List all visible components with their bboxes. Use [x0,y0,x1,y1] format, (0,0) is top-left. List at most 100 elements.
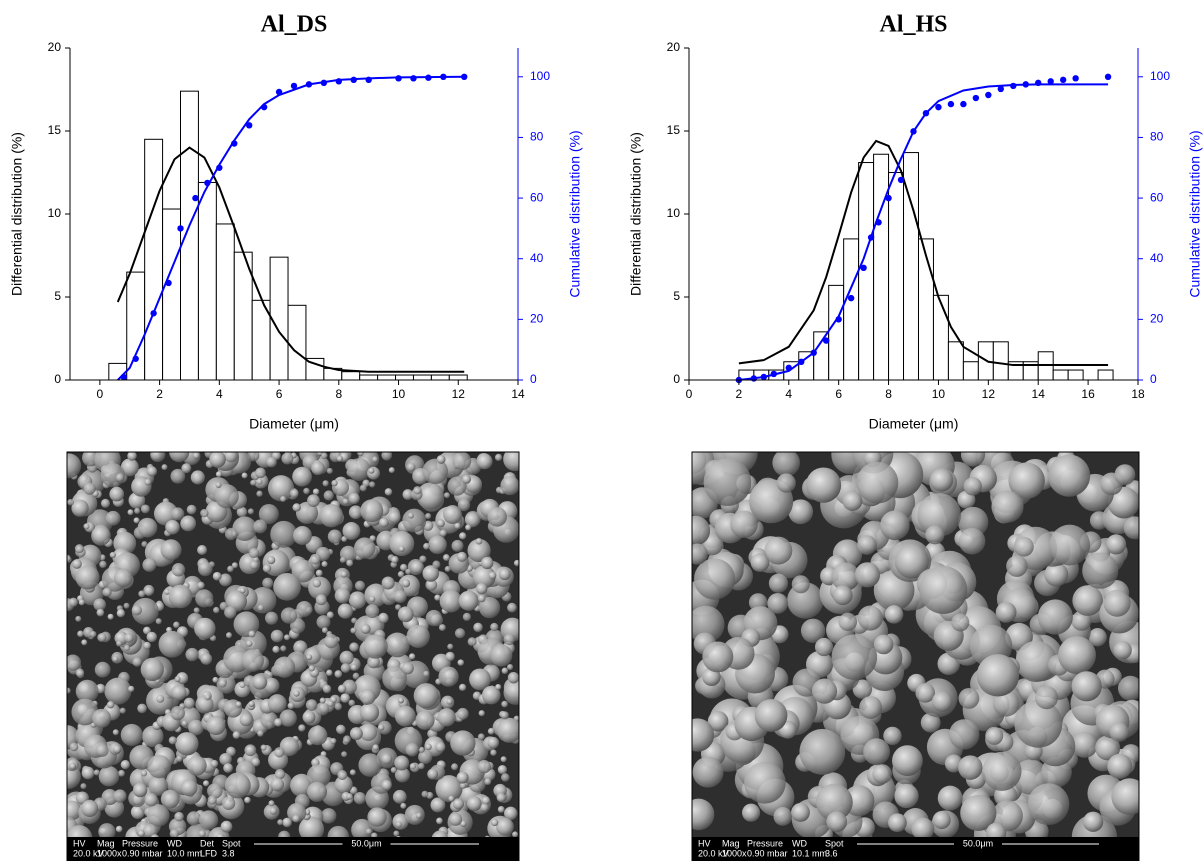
particle [888,813,907,833]
chart: Al_DS Diameter (μm) Differential distribut… [9,12,583,432]
histogram-bar [798,351,815,381]
particle [392,789,407,804]
histogram-bar [992,341,1009,381]
y2-tick-label: 0 [530,372,537,386]
particle [270,629,284,643]
particle [481,685,501,705]
histogram-bar [873,153,890,381]
particle [401,579,411,588]
particle [750,553,770,572]
particle [372,456,379,463]
particle [503,452,519,472]
particle [115,825,123,833]
particle [165,519,180,535]
particle [409,762,417,770]
particle [68,597,79,607]
particle [496,817,514,836]
fit-line [116,146,465,373]
chart-title: Al_HS [879,12,947,38]
particle [400,802,407,809]
particle [413,683,439,709]
particle [327,529,342,544]
particle [221,796,236,810]
particle [190,470,205,485]
histogram-bar [377,374,397,381]
particle [274,768,286,780]
particle [838,612,858,632]
particle [186,504,197,515]
particle [348,505,363,520]
particle [321,452,328,459]
particle [198,830,206,838]
particle [203,780,210,787]
y2-tick-label: 40 [1150,251,1164,265]
particle [95,744,109,757]
particle [768,573,789,593]
x-tick-label: 0 [97,387,104,401]
particle [303,647,322,665]
x-tick-label: 10 [932,387,946,401]
particle [365,604,380,619]
particle [742,803,761,822]
particle [352,672,360,680]
particle [200,509,209,518]
particle [857,535,877,555]
particle [75,668,85,678]
particle [451,539,464,552]
particle [303,487,310,495]
info-setting: 10.1 mm [792,848,827,858]
particle [477,760,491,774]
particle [407,512,414,519]
particle [1109,722,1129,742]
particle [244,744,257,757]
particle [378,612,389,624]
particle [339,556,346,564]
particle [348,591,367,609]
particle [501,700,508,708]
particle [143,584,155,596]
particle [388,510,401,524]
particle [340,570,348,578]
info-field: Spot [825,838,844,848]
particle [349,769,356,776]
particle [436,817,443,825]
particle [340,663,351,673]
particle [252,674,268,690]
particle [490,644,513,667]
particle [1082,552,1119,589]
particle [109,551,116,559]
particle [93,598,107,611]
particle [280,607,298,624]
fit-line [738,139,1109,367]
y-tick-label: 20 [48,40,62,54]
info-setting: 3.6 [825,848,838,858]
particle [427,768,439,780]
particle [102,587,112,597]
particle [171,507,185,521]
particle [315,569,323,577]
particle [480,803,489,812]
particle [883,726,902,746]
particle [465,524,472,531]
particle [266,456,277,468]
particle [197,561,213,577]
x-tick-label: 8 [885,387,892,401]
particle [369,481,376,488]
particle [960,794,997,832]
particle [324,634,339,649]
particle [144,478,152,486]
particle [694,558,736,600]
x-tick-label: 16 [1081,387,1095,401]
particle [272,645,280,654]
particle [395,604,402,611]
particle [958,527,986,555]
histogram-bar [828,284,845,381]
particle [400,563,408,572]
x-tick-label: 12 [982,387,996,401]
histogram-bar [341,371,361,381]
particle [273,656,296,678]
particle [160,539,182,561]
particle [991,490,1024,523]
particle [477,594,486,603]
